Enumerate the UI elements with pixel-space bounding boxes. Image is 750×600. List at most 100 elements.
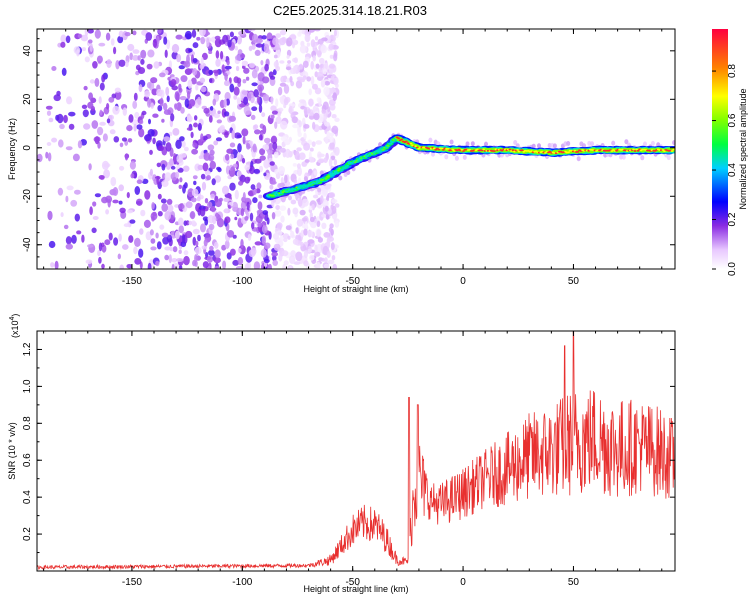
- noise-blob: [228, 115, 236, 122]
- noise-blob: [199, 63, 205, 70]
- noise-blob: [271, 251, 279, 257]
- noise-blob: [278, 253, 283, 262]
- noise-blob: [194, 254, 198, 263]
- noise-blob: [203, 239, 208, 247]
- noise-blob: [274, 169, 279, 175]
- noise-blob: [321, 109, 327, 114]
- signal-cell: [321, 178, 325, 181]
- noise-blob: [175, 34, 183, 40]
- noise-blob: [65, 243, 74, 250]
- noise-blob: [176, 53, 182, 63]
- noise-blob: [209, 78, 213, 83]
- noise-blob: [196, 196, 201, 202]
- colorbar-tick-label: 0.4: [727, 163, 738, 177]
- noise-blob: [321, 213, 328, 218]
- noise-blob: [262, 144, 270, 151]
- y-tick-label: 0.2: [22, 527, 33, 541]
- noise-blob: [319, 63, 324, 69]
- noise-blob: [140, 209, 146, 217]
- noise-blob: [157, 193, 162, 200]
- noise-blob: [242, 192, 246, 202]
- noise-blob: [96, 55, 103, 64]
- x-tick-label: -150: [122, 577, 142, 588]
- noise-blob: [224, 240, 230, 249]
- noise-blob: [263, 258, 270, 264]
- track-halo: [293, 178, 298, 184]
- noise-blob: [299, 44, 307, 54]
- signal-cell: [468, 148, 472, 151]
- noise-blob: [152, 113, 159, 118]
- noise-blob: [188, 220, 192, 226]
- noise-blob: [145, 32, 153, 41]
- noise-blob: [314, 36, 319, 41]
- noise-blob: [60, 212, 64, 218]
- noise-blob: [286, 49, 292, 57]
- noise-blob: [287, 60, 292, 64]
- noise-blob: [37, 153, 43, 163]
- noise-blob: [119, 264, 124, 269]
- colorbar: [712, 29, 728, 269]
- signal-cell: [336, 169, 340, 172]
- noise-blob: [196, 36, 201, 41]
- noise-blob: [192, 42, 199, 49]
- noise-blob: [169, 247, 174, 252]
- noise-blob: [161, 179, 169, 188]
- noise-blob: [191, 197, 197, 203]
- noise-blob: [71, 234, 77, 244]
- track-halo: [576, 156, 581, 162]
- noise-blob: [312, 121, 316, 130]
- noise-blob: [199, 77, 206, 84]
- noise-blob: [333, 29, 337, 37]
- noise-blob: [240, 53, 246, 59]
- noise-blob: [200, 223, 206, 233]
- noise-blob: [278, 165, 285, 175]
- noise-blob: [177, 203, 185, 210]
- noise-blob: [303, 260, 309, 267]
- noise-blob: [192, 228, 200, 235]
- noise-blob: [224, 91, 231, 101]
- noise-blob: [133, 246, 138, 255]
- noise-blob: [310, 60, 315, 70]
- noise-blob: [150, 246, 157, 251]
- noise-blob: [276, 230, 283, 236]
- noise-blob: [157, 105, 163, 112]
- noise-blob: [137, 67, 146, 74]
- noise-blob: [330, 204, 334, 211]
- noise-blob: [60, 34, 67, 43]
- signal-cell: [397, 137, 400, 140]
- noise-blob: [150, 77, 158, 84]
- noise-blob: [182, 165, 190, 172]
- snr-scale-exponent: 4: [9, 316, 16, 320]
- noise-blob: [329, 142, 335, 150]
- noise-blob: [59, 123, 65, 130]
- noise-blob: [223, 98, 227, 108]
- noise-blob: [330, 242, 335, 251]
- noise-blob: [221, 64, 225, 74]
- noise-blob: [249, 62, 255, 68]
- noise-blob: [298, 99, 306, 104]
- signal-cell: [508, 148, 512, 151]
- noise-blob: [73, 46, 81, 54]
- noise-blob: [292, 163, 297, 167]
- track-halo: [428, 137, 433, 143]
- track-halo: [346, 170, 351, 175]
- noise-blob: [251, 44, 256, 50]
- noise-blob: [307, 248, 312, 253]
- signal-cell: [493, 150, 496, 153]
- noise-blob: [191, 148, 199, 155]
- noise-blob: [333, 159, 338, 166]
- noise-blob: [124, 31, 131, 37]
- noise-blob: [216, 119, 222, 124]
- noise-blob: [333, 77, 339, 85]
- noise-blob: [163, 136, 171, 142]
- noise-blob: [304, 159, 310, 163]
- noise-blob: [206, 37, 210, 48]
- noise-blob: [289, 76, 293, 83]
- noise-blob: [334, 220, 340, 228]
- noise-blob: [283, 97, 289, 106]
- noise-blob: [321, 257, 325, 262]
- noise-blob: [178, 184, 182, 189]
- snr-series-line: [37, 331, 675, 571]
- track-halo: [531, 143, 536, 149]
- noise-blob: [264, 137, 271, 144]
